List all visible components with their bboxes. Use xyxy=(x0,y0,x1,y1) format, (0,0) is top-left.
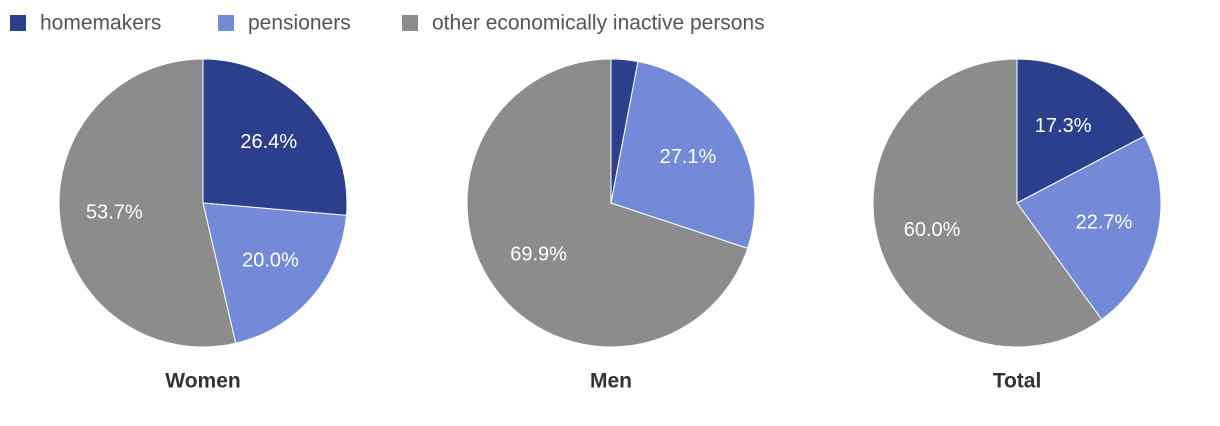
chart-title: Women xyxy=(165,370,240,393)
data-label: 22.7% xyxy=(1076,212,1133,234)
data-label: 17.3% xyxy=(1035,115,1092,137)
data-label: 26.4% xyxy=(240,131,297,153)
pie-slice xyxy=(58,58,237,348)
data-label: 60.0% xyxy=(904,219,961,241)
legend-label: pensioners xyxy=(248,12,351,35)
chart-title: Total xyxy=(993,370,1042,393)
data-label: 27.1% xyxy=(660,146,717,168)
data-label: 69.9% xyxy=(510,244,567,266)
legend-label: homemakers xyxy=(40,12,161,35)
legend-label: other economically inactive persons xyxy=(432,12,765,35)
data-label: 20.0% xyxy=(242,250,299,272)
legend-swatch xyxy=(218,15,234,31)
pie-slice xyxy=(1016,135,1162,321)
pie-slice xyxy=(466,58,749,348)
legend-swatch xyxy=(10,15,26,31)
pie-slice xyxy=(872,58,1103,348)
pie-slice xyxy=(202,58,348,216)
legend-swatch xyxy=(402,15,418,31)
pie-slice xyxy=(610,60,756,249)
data-label: 53.7% xyxy=(86,201,143,223)
pie-slice xyxy=(1016,58,1146,204)
chart-title: Men xyxy=(590,370,632,393)
pie-slice xyxy=(202,202,348,344)
